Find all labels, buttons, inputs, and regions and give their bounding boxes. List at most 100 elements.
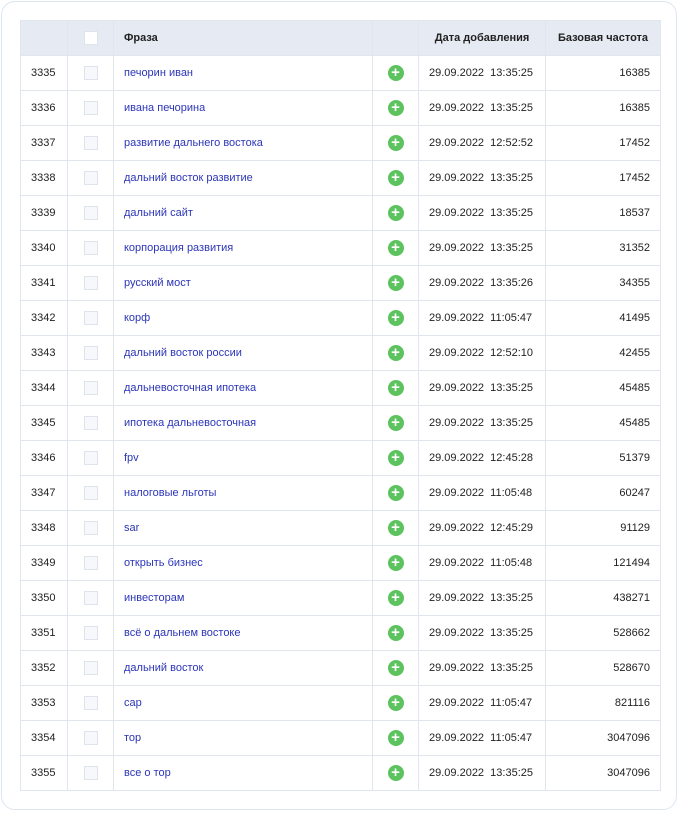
select-all-checkbox[interactable] bbox=[83, 31, 98, 45]
row-select[interactable] bbox=[67, 230, 114, 266]
phrase-link[interactable]: русский мост bbox=[124, 277, 191, 289]
row-checkbox[interactable] bbox=[83, 171, 98, 185]
row-checkbox[interactable] bbox=[83, 241, 98, 255]
row-phrase: корпорация развития bbox=[113, 230, 373, 266]
row-select[interactable] bbox=[67, 265, 114, 301]
row-checkbox[interactable] bbox=[83, 416, 98, 430]
row-select[interactable] bbox=[67, 160, 114, 196]
phrase-link[interactable]: инвесторам bbox=[124, 592, 185, 604]
row-checkbox[interactable] bbox=[83, 696, 98, 710]
phrase-link[interactable]: сар bbox=[124, 697, 142, 709]
plus-circle-icon[interactable]: + bbox=[387, 135, 404, 151]
row-checkbox[interactable] bbox=[83, 591, 98, 605]
row-select[interactable] bbox=[67, 125, 114, 161]
row-select[interactable] bbox=[67, 685, 114, 721]
row-select[interactable] bbox=[67, 440, 114, 476]
plus-circle-icon[interactable]: + bbox=[387, 170, 404, 186]
row-checkbox[interactable] bbox=[83, 661, 98, 675]
row-checkbox[interactable] bbox=[83, 136, 98, 150]
phrase-link[interactable]: дальний сайт bbox=[124, 207, 193, 219]
row-select[interactable] bbox=[67, 195, 114, 231]
row-select[interactable] bbox=[67, 510, 114, 546]
row-id: 3348 bbox=[20, 510, 68, 546]
row-checkbox[interactable] bbox=[83, 276, 98, 290]
plus-circle-icon[interactable]: + bbox=[387, 65, 404, 81]
plus-circle-icon[interactable]: + bbox=[387, 520, 404, 536]
row-id: 3336 bbox=[20, 90, 68, 126]
row-select[interactable] bbox=[67, 405, 114, 441]
phrase-link[interactable]: ивана печорина bbox=[124, 102, 206, 114]
phrase-link[interactable]: всё о дальнем востоке bbox=[124, 627, 241, 639]
phrase-link[interactable]: налоговые льготы bbox=[124, 487, 217, 499]
row-select[interactable] bbox=[67, 55, 114, 91]
row-checkbox[interactable] bbox=[83, 626, 98, 640]
header-freq[interactable]: Базовая частота bbox=[545, 20, 661, 56]
row-id: 3355 bbox=[20, 755, 68, 791]
row-checkbox[interactable] bbox=[83, 66, 98, 80]
plus-circle-icon[interactable]: + bbox=[387, 345, 404, 361]
phrase-link[interactable]: все о тор bbox=[124, 767, 171, 779]
phrase-link[interactable]: корф bbox=[124, 312, 151, 324]
phrase-link[interactable]: дальний восток bbox=[124, 662, 204, 674]
row-select[interactable] bbox=[67, 475, 114, 511]
row-freq: 51379 bbox=[545, 440, 661, 476]
row-select[interactable] bbox=[67, 370, 114, 406]
table-row: 3351 всё о дальнем востоке + 29.09.2022 … bbox=[20, 615, 661, 651]
row-select[interactable] bbox=[67, 90, 114, 126]
phrase-link[interactable]: печорин иван bbox=[124, 67, 194, 79]
row-select[interactable] bbox=[67, 755, 114, 791]
phrase-link[interactable]: дальний восток развитие bbox=[124, 172, 253, 184]
plus-circle-icon[interactable]: + bbox=[387, 240, 404, 256]
phrase-link[interactable]: открыть бизнес bbox=[124, 557, 203, 569]
row-action: + bbox=[372, 125, 419, 161]
plus-circle-icon[interactable]: + bbox=[387, 205, 404, 221]
plus-circle-icon[interactable]: + bbox=[387, 695, 404, 711]
row-select[interactable] bbox=[67, 650, 114, 686]
row-select[interactable] bbox=[67, 300, 114, 336]
phrase-link[interactable]: тор bbox=[124, 732, 142, 744]
header-date[interactable]: Дата добавления bbox=[418, 20, 546, 56]
row-checkbox[interactable] bbox=[83, 206, 98, 220]
phrase-link[interactable]: sar bbox=[124, 522, 140, 534]
row-checkbox[interactable] bbox=[83, 731, 98, 745]
row-select[interactable] bbox=[67, 335, 114, 371]
table-row: 3339 дальний сайт + 29.09.2022 13:35:25 … bbox=[20, 195, 661, 231]
header-phrase[interactable]: Фраза bbox=[113, 20, 373, 56]
phrase-link[interactable]: развитие дальнего востока bbox=[124, 137, 263, 149]
row-checkbox[interactable] bbox=[83, 521, 98, 535]
plus-circle-icon[interactable]: + bbox=[387, 590, 404, 606]
row-checkbox[interactable] bbox=[83, 766, 98, 780]
row-select[interactable] bbox=[67, 615, 114, 651]
plus-circle-icon[interactable]: + bbox=[387, 380, 404, 396]
plus-circle-icon[interactable]: + bbox=[387, 485, 404, 501]
row-id: 3349 bbox=[20, 545, 68, 581]
row-checkbox[interactable] bbox=[83, 346, 98, 360]
phrase-link[interactable]: дальний восток россии bbox=[124, 347, 242, 359]
row-checkbox[interactable] bbox=[83, 101, 98, 115]
phrase-link[interactable]: fpv bbox=[124, 452, 139, 464]
row-select[interactable] bbox=[67, 720, 114, 756]
plus-circle-icon[interactable]: + bbox=[387, 450, 404, 466]
row-checkbox[interactable] bbox=[83, 311, 98, 325]
plus-circle-icon[interactable]: + bbox=[387, 275, 404, 291]
plus-circle-icon[interactable]: + bbox=[387, 660, 404, 676]
row-checkbox[interactable] bbox=[83, 451, 98, 465]
row-checkbox[interactable] bbox=[83, 381, 98, 395]
phrase-link[interactable]: ипотека дальневосточная bbox=[124, 417, 257, 429]
row-select[interactable] bbox=[67, 545, 114, 581]
row-checkbox[interactable] bbox=[83, 486, 98, 500]
plus-circle-icon[interactable]: + bbox=[387, 765, 404, 781]
plus-circle-icon[interactable]: + bbox=[387, 415, 404, 431]
table-row: 3340 корпорация развития + 29.09.2022 13… bbox=[20, 230, 661, 266]
plus-circle-icon[interactable]: + bbox=[387, 625, 404, 641]
plus-circle-icon[interactable]: + bbox=[387, 310, 404, 326]
row-checkbox[interactable] bbox=[83, 556, 98, 570]
plus-circle-icon[interactable]: + bbox=[387, 555, 404, 571]
plus-circle-icon[interactable]: + bbox=[387, 100, 404, 116]
phrase-link[interactable]: корпорация развития bbox=[124, 242, 234, 254]
row-select[interactable] bbox=[67, 580, 114, 616]
phrase-link[interactable]: дальневосточная ипотека bbox=[124, 382, 257, 394]
row-freq: 91129 bbox=[545, 510, 661, 546]
plus-circle-icon[interactable]: + bbox=[387, 730, 404, 746]
header-select-all[interactable] bbox=[67, 20, 114, 56]
